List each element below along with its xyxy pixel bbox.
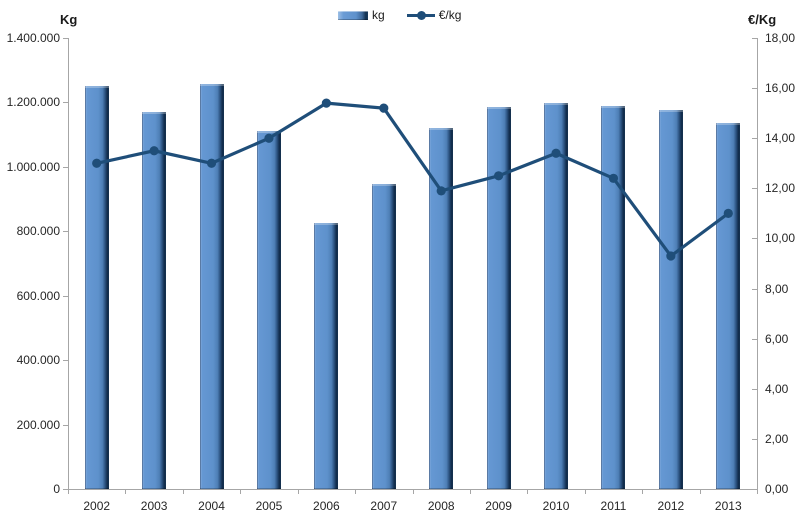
line-series-swatch-icon — [406, 10, 435, 20]
left-axis-tick — [63, 489, 68, 490]
left-axis-tick — [63, 360, 68, 362]
line-marker-2005 — [264, 133, 274, 143]
line-marker-2008 — [436, 186, 446, 196]
right-axis-tick — [752, 288, 757, 290]
left-axis-tick — [63, 424, 68, 426]
bar-2009 — [486, 107, 511, 489]
x-axis-category-label: 2004 — [198, 499, 225, 513]
left-axis-tick — [63, 295, 68, 297]
x-axis-tick — [297, 489, 299, 494]
line-marker-2004 — [206, 158, 217, 168]
x-axis-category-label: 2002 — [83, 499, 111, 513]
bar-2002 — [84, 85, 109, 489]
bar-2003 — [142, 112, 167, 489]
right-axis-tick-label: 14,00 — [765, 131, 796, 146]
bar-2007 — [371, 183, 396, 489]
left-axis-line — [68, 38, 69, 490]
x-axis-category-label: 2009 — [485, 499, 512, 513]
line-marker-2011 — [608, 173, 619, 183]
right-axis-tick-label: 10,00 — [765, 231, 796, 246]
bar-2012 — [658, 109, 683, 489]
right-axis-tick — [752, 88, 757, 90]
right-axis-tick-label: 2,00 — [765, 431, 789, 446]
left-axis-tick — [63, 38, 68, 39]
bar-2004 — [199, 83, 224, 489]
x-axis-category-label: 2005 — [255, 499, 283, 513]
x-axis-tick — [757, 489, 758, 494]
line-marker-2012 — [666, 251, 676, 261]
x-axis-category-label: 2011 — [600, 499, 627, 513]
left-axis-tick — [63, 166, 68, 168]
legend-label-eur-per-kg: €/kg — [438, 8, 462, 22]
right-axis-tick-label: 6,00 — [765, 331, 789, 346]
x-axis-tick — [642, 489, 644, 494]
line-series-marker-icon — [416, 10, 426, 20]
line-series — [92, 98, 733, 261]
left-axis-tick-label: 400.000 — [16, 353, 60, 368]
right-axis-title: €/Kg — [748, 12, 777, 27]
line-marker-2010 — [551, 148, 561, 158]
left-axis-tick-label: 0 — [53, 482, 60, 496]
line-marker-2007 — [379, 103, 389, 113]
x-axis-category-label: 2013 — [714, 499, 742, 513]
legend-item-eur-per-kg: €/kg — [406, 8, 462, 22]
right-axis-tick — [752, 188, 757, 190]
x-axis-tick — [240, 489, 242, 494]
right-axis-tick-label: 12,00 — [765, 181, 796, 196]
legend: kg €/kg — [338, 8, 461, 22]
x-axis-tick — [527, 489, 529, 494]
bar-2013 — [716, 123, 741, 489]
legend-label-kg: kg — [372, 8, 385, 22]
x-axis-tick — [584, 489, 586, 494]
legend-item-kg: kg — [338, 8, 385, 22]
x-axis-tick — [355, 489, 357, 494]
left-axis-tick-label: 600.000 — [16, 288, 60, 303]
right-axis-tick — [752, 438, 757, 440]
bar-2006 — [314, 223, 339, 489]
right-axis-tick-label: 16,00 — [765, 81, 796, 96]
x-axis-tick — [699, 489, 701, 494]
line-marker-2009 — [494, 171, 504, 181]
bar-2005 — [256, 131, 281, 489]
right-axis-tick-label: 0,00 — [765, 482, 789, 496]
line-marker-2002 — [92, 158, 102, 168]
right-axis-tick-label: 18,00 — [765, 31, 796, 45]
x-axis-tick — [412, 489, 414, 494]
right-axis-tick — [752, 138, 757, 140]
left-axis-tick — [63, 231, 68, 233]
right-axis-tick — [752, 489, 757, 490]
line-marker-2003 — [149, 146, 159, 156]
x-axis-category-label: 2010 — [542, 499, 570, 513]
left-axis-tick-label: 800.000 — [16, 224, 60, 239]
x-axis-category-label: 2006 — [313, 499, 340, 513]
x-axis-tick — [182, 489, 184, 494]
x-axis-category-label: 2003 — [140, 499, 168, 513]
x-axis-tick — [469, 489, 471, 494]
left-axis-tick-label: 1.200.000 — [6, 95, 60, 110]
line-marker-2013 — [723, 208, 733, 218]
bar-2010 — [544, 103, 569, 489]
left-axis-tick-label: 1.000.000 — [6, 159, 60, 174]
right-axis-tick — [752, 388, 757, 390]
x-axis-tick — [68, 489, 69, 494]
line-path — [96, 101, 730, 258]
bar-2011 — [601, 106, 626, 489]
right-axis-tick — [752, 38, 757, 39]
x-axis-category-label: 2012 — [657, 499, 685, 513]
x-axis-category-label: 2008 — [427, 499, 455, 513]
left-axis-tick-label: 200.000 — [16, 417, 60, 432]
right-axis-line — [757, 38, 758, 490]
left-axis-tick — [63, 102, 68, 104]
right-axis-tick-label: 4,00 — [765, 381, 789, 396]
right-axis-tick — [752, 238, 757, 240]
right-axis-tick-label: 8,00 — [765, 281, 789, 296]
left-axis-tick-label: 1.400.000 — [6, 31, 60, 45]
x-axis-category-label: 2007 — [370, 499, 398, 513]
x-axis-tick — [125, 489, 127, 494]
left-axis-title: Kg — [60, 12, 78, 27]
line-marker-2006 — [321, 98, 331, 108]
bar-series-swatch-icon — [338, 10, 368, 20]
right-axis-tick — [752, 338, 757, 340]
